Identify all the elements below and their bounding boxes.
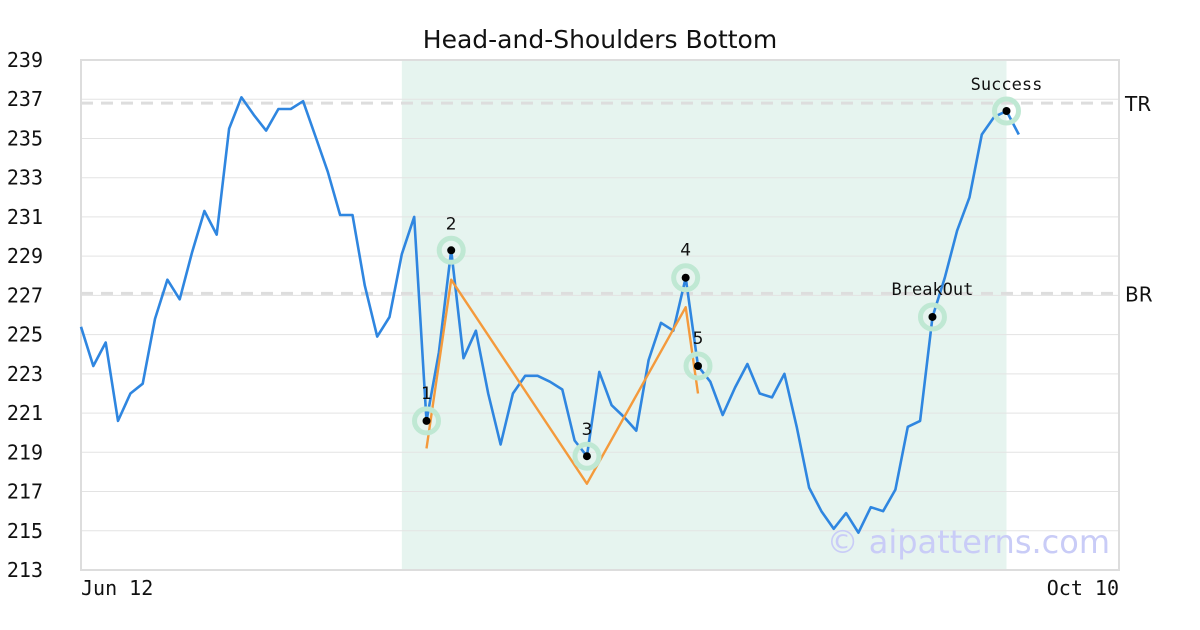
point-marker-4 [681,273,690,282]
y-tick-label: 237 [7,87,43,111]
point-marker-1 [422,416,431,425]
point-marker-5 [694,362,702,370]
reference-label-tr: TR [1124,92,1151,116]
point-label-3: 3 [582,420,593,440]
plot-frame [80,59,1120,571]
pattern-region [401,60,1007,570]
y-tick-label: 223 [7,362,43,386]
point-label-5: 5 [693,329,704,349]
y-tick-label: 225 [7,323,43,347]
point-label-4: 4 [680,241,691,261]
point-marker-ring-3 [572,441,602,471]
y-tick-label: 235 [7,126,43,150]
y-tick-label: 233 [7,166,43,190]
point-marker-ring-2 [436,235,466,265]
x-tick-label: Oct 10 [1047,576,1119,600]
point-marker-ring-breakout [917,302,947,332]
y-tick-label: 227 [7,283,43,307]
y-tick-label: 215 [7,519,43,543]
point-marker-ring-5 [683,351,713,381]
reference-label-br: BR [1125,282,1153,306]
point-marker-ring-4 [671,263,701,293]
pattern-line [425,278,700,485]
point-label-breakout: BreakOut [892,280,974,300]
y-tick-label: 217 [7,480,43,504]
watermark: © aipatterns.com [827,523,1110,561]
point-label-1: 1 [421,384,432,404]
y-tick-label: 219 [7,440,43,464]
point-marker-breakout [928,312,937,321]
y-tick-label: 229 [7,244,43,268]
point-marker-success [1002,107,1011,115]
point-label-2: 2 [446,214,457,234]
point-marker-ring-1 [412,406,442,436]
y-tick-label: 221 [7,401,43,425]
point-marker-ring-success [992,96,1021,126]
point-marker-2 [447,246,456,255]
point-marker-3 [582,452,591,461]
price-line [79,96,1020,535]
y-tick-label: 213 [7,558,43,582]
x-tick-label: Jun 12 [81,576,153,600]
point-label-success: Success [971,75,1043,95]
y-tick-label: 231 [7,205,43,229]
y-tick-label: 239 [7,48,43,72]
chart-title: Head-and-Shoulders Bottom [423,25,777,54]
